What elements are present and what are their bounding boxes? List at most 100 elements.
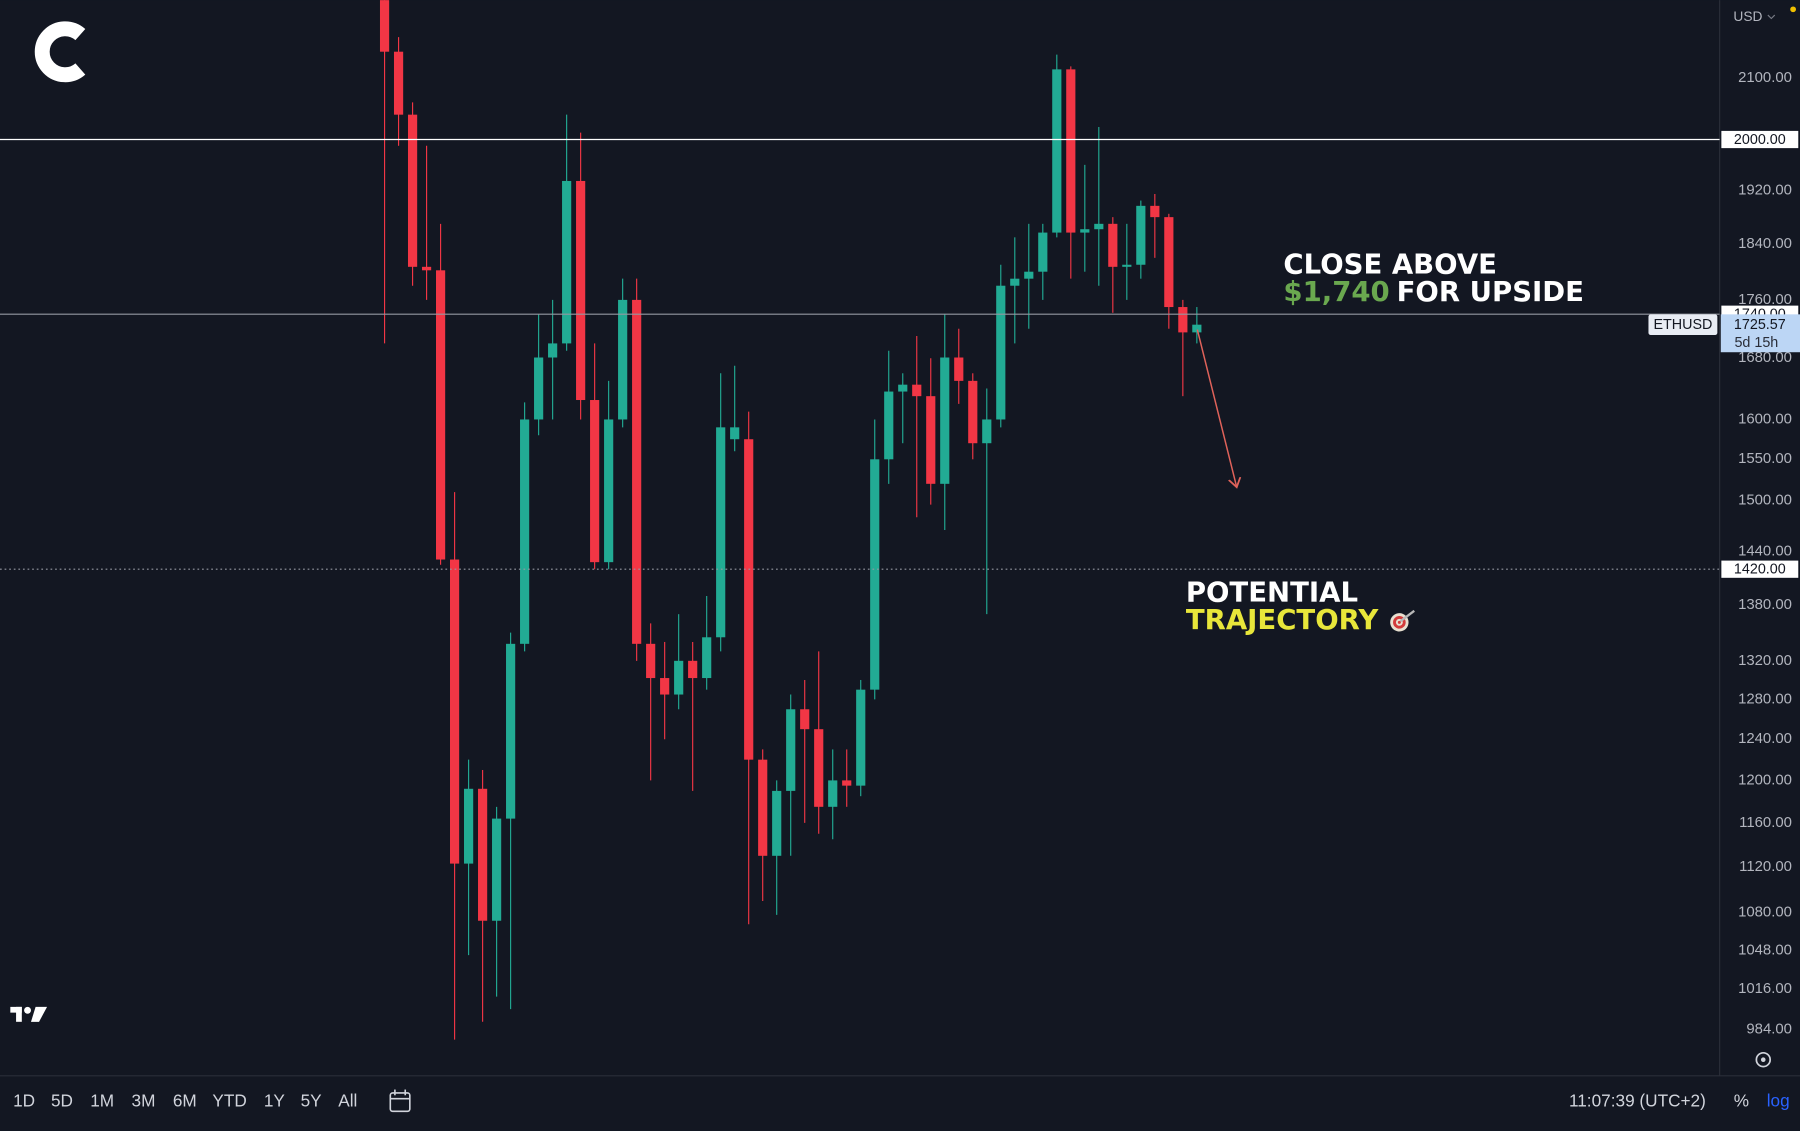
candle-body — [1094, 223, 1104, 230]
candle-body — [393, 51, 404, 115]
y-tick-label: 1440.00 — [1738, 543, 1792, 560]
level-price-box — [1720, 129, 1800, 150]
candle-body — [464, 788, 474, 864]
candle-body — [926, 396, 936, 484]
range-button[interactable]: 5Y — [301, 1091, 323, 1111]
candle-body — [506, 643, 516, 819]
date-range-icon[interactable] — [389, 1089, 411, 1113]
log-toggle[interactable]: log — [1767, 1091, 1790, 1111]
candle-body — [884, 391, 894, 460]
candle-body — [954, 357, 964, 381]
y-tick-label: 1120.00 — [1739, 858, 1792, 875]
y-tick-label: 1920.00 — [1738, 182, 1792, 199]
candle-body — [435, 270, 446, 560]
candle-body — [730, 427, 740, 440]
range-button[interactable]: YTD — [212, 1091, 246, 1111]
level-price-label: 1420.00 — [1734, 562, 1786, 578]
last-price-label: 1725.57 — [1734, 317, 1786, 333]
candle-body — [1066, 69, 1076, 233]
candle-body — [407, 114, 418, 267]
candle-body — [576, 180, 586, 401]
candle-body — [828, 780, 838, 807]
annotation-highlight: $1,740 — [1283, 276, 1389, 308]
candle-body — [912, 384, 922, 397]
y-tick-label: 1380.00 — [1738, 596, 1792, 613]
candle-body — [660, 678, 670, 695]
annotation-text: FOR UPSIDE — [1397, 276, 1584, 308]
candle-body — [688, 660, 698, 679]
candle-body — [786, 709, 796, 791]
y-tick-label: 2100.00 — [1738, 69, 1792, 86]
countdown-label: 5d 15h — [1734, 335, 1778, 351]
range-button[interactable]: 3M — [132, 1091, 156, 1111]
y-tick-label: 1760.00 — [1738, 291, 1792, 308]
clock: 11:07:39 (UTC+2) — [1569, 1091, 1706, 1111]
candle-body — [1122, 264, 1132, 267]
candle-body — [800, 709, 810, 730]
currency-label[interactable]: USD — [1733, 9, 1762, 24]
candle-body — [968, 380, 978, 444]
status-dot — [1790, 6, 1796, 13]
y-tick-label: 984.00 — [1746, 1020, 1792, 1037]
level-price-box — [1720, 559, 1800, 579]
y-tick-label: 1550.00 — [1738, 450, 1792, 467]
overlay: 2100.00 1920.00 1840.00 1760.00 1680.00 1600.… — [1648, 69, 1800, 1037]
dropdown-icon — [1767, 14, 1776, 20]
candle-body — [548, 343, 558, 358]
candle-body — [1136, 205, 1146, 265]
range-button[interactable]: 1D — [13, 1091, 35, 1111]
candle-body — [996, 285, 1006, 420]
candle-body — [1038, 232, 1048, 272]
percent-toggle[interactable]: % — [1734, 1091, 1749, 1111]
candle-body — [562, 180, 572, 344]
symbol-box — [1648, 314, 1718, 336]
candle-body — [842, 780, 852, 786]
candle-body — [450, 559, 460, 864]
y-tick-label: 1240.00 — [1738, 730, 1792, 747]
candle-body — [898, 384, 908, 392]
y-tick-label: 1200.00 — [1738, 771, 1792, 788]
candle-body — [1150, 205, 1160, 218]
candle-body — [421, 266, 432, 271]
logo — [34, 21, 86, 83]
candle-body — [590, 400, 600, 563]
candle-body — [856, 689, 866, 786]
candle-body — [702, 637, 712, 679]
candle-body — [520, 419, 530, 644]
range-button[interactable]: 1Y — [264, 1091, 286, 1111]
candle-body — [940, 357, 950, 484]
candle-body — [1024, 271, 1034, 279]
annotation-text: CLOSE ABOVE — [1283, 248, 1497, 280]
annotation-highlight: TRAJECTORY — [1186, 604, 1380, 636]
candle-body — [379, 0, 390, 52]
tradingview-logo — [10, 1006, 48, 1022]
range-button[interactable]: 5D — [51, 1091, 73, 1111]
settings-icon[interactable] — [1755, 1051, 1772, 1068]
candle-body — [618, 299, 628, 420]
candle-body — [744, 439, 754, 760]
candle-body — [478, 788, 488, 921]
candle-body — [492, 818, 502, 921]
candle-body — [1192, 324, 1202, 333]
y-tick-label: 1160.00 — [1739, 814, 1792, 831]
y-tick-label: 1840.00 — [1738, 235, 1792, 252]
level-price-label: 2000.00 — [1734, 132, 1786, 148]
candle-body — [716, 427, 726, 638]
range-button[interactable]: 6M — [173, 1091, 197, 1111]
last-price-box — [1720, 314, 1800, 353]
range-button[interactable]: All — [338, 1091, 357, 1111]
candle-body — [1080, 229, 1090, 233]
annotation-text: POTENTIAL — [1186, 577, 1358, 609]
candle-body — [1010, 278, 1020, 286]
candle-body — [604, 419, 614, 563]
y-tick-label: 1048.00 — [1738, 941, 1792, 958]
annotation-text: $1,740 FOR UPSIDE — [1283, 276, 1584, 308]
y-tick-label: 1680.00 — [1738, 349, 1792, 366]
candle-body — [758, 759, 768, 856]
candle-body — [1108, 223, 1118, 267]
y-tick-label: 1500.00 — [1738, 491, 1792, 508]
range-button[interactable]: 1M — [90, 1091, 114, 1111]
